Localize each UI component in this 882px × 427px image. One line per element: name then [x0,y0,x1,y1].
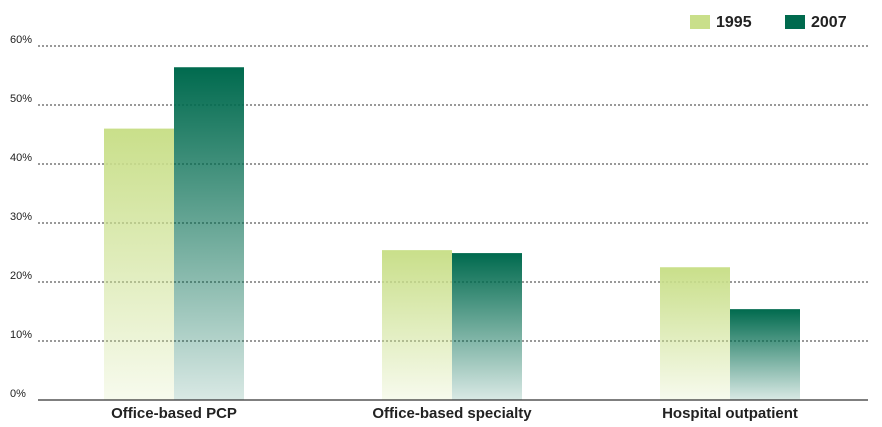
x-tick-label: Hospital outpatient [662,405,798,422]
y-tick-label: 40% [10,152,32,164]
legend-label: 2007 [811,14,847,31]
y-tick-label: 0% [10,388,26,400]
y-tick-label: 20% [10,270,32,282]
bar [660,267,730,400]
y-tick-label: 10% [10,329,32,341]
x-tick-label: Office-based specialty [372,405,532,422]
bar [452,253,522,400]
y-tick-label: 50% [10,93,32,105]
bar [104,128,174,400]
legend-swatch [690,15,710,29]
y-tick-label: 30% [10,211,32,223]
x-tick-label: Office-based PCP [111,405,237,422]
bar [174,67,244,401]
legend-swatch [785,15,805,29]
legend-label: 1995 [716,14,752,31]
bar [730,309,800,400]
bar [382,250,452,400]
y-tick-label: 60% [10,34,32,46]
